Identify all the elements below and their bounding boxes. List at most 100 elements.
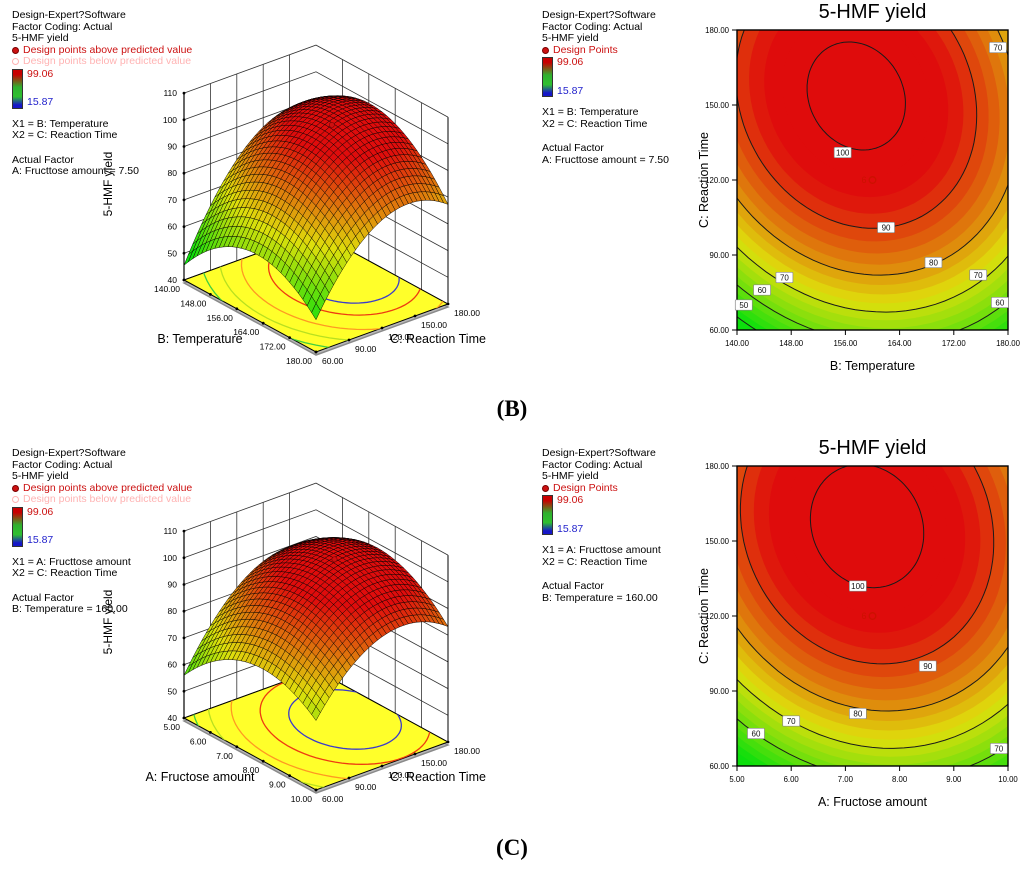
plot-title: 5-HMF yield xyxy=(819,437,927,459)
x-tick-label: 172.00 xyxy=(942,339,967,348)
legend-actual-factor-line: Actual Factor xyxy=(542,142,604,154)
legend-point-marker-row: Design Points xyxy=(542,482,661,495)
z-tick-label: 110 xyxy=(163,526,177,536)
y-tick-label: 60.00 xyxy=(709,762,729,771)
x-tick-label: 156.00 xyxy=(207,313,233,323)
design-point-count: 6 xyxy=(861,611,866,621)
y-axis-title: C: Reaction Time xyxy=(390,332,486,346)
x-axis-title: B: Temperature xyxy=(157,332,242,346)
x-tick-label: 8.00 xyxy=(892,775,908,784)
y-tick-label: 180.00 xyxy=(705,462,730,471)
legend-factor-line: X1 = B: Temperature xyxy=(12,117,109,130)
contour-plot-fructose-time: 5.00 6.00 7.00 8.00 9.00 10.00 60.00 90.00 120.0… xyxy=(695,436,1024,836)
y-tick-label: 120.00 xyxy=(705,612,730,621)
contour-label-chip xyxy=(969,269,988,281)
legend-factor-line: X2 = C: Reaction Time xyxy=(12,567,118,579)
legend-contour-temperature: Design-Expert?Software Factor Coding: Act… xyxy=(542,9,669,166)
contour-label-value: 50 xyxy=(739,301,748,310)
y-tick-label: 60.00 xyxy=(322,794,344,804)
legend-header-line: Factor Coding: Actual xyxy=(12,458,113,471)
legend-point-marker-row: Design points above predicted value xyxy=(12,482,192,495)
design-point-icon xyxy=(542,484,549,492)
z-tick-label: 90 xyxy=(168,580,178,590)
contour-label-value: 100 xyxy=(851,582,865,591)
colorbar-min-value: 15.87 xyxy=(27,96,54,108)
legend-header-line: 5-HMF yield xyxy=(12,32,69,44)
z-tick-label: 90 xyxy=(168,142,178,152)
legend-factor-line: X2 = C: Reaction Time xyxy=(542,117,648,130)
design-point-marker xyxy=(868,612,877,620)
colorbar-min-value: 15.87 xyxy=(557,84,584,97)
colorbar-gradient xyxy=(542,495,553,535)
contour-label-chip xyxy=(753,284,771,296)
z-tick-label: 100 xyxy=(163,115,177,125)
contour-label-value: 80 xyxy=(929,258,938,267)
x-tick-label: 10.00 xyxy=(998,775,1018,784)
x-tick-label: 9.00 xyxy=(946,775,962,784)
colorbar-max-value: 99.06 xyxy=(557,494,584,506)
contour-label-chip xyxy=(988,41,1007,54)
legend-point-marker-row: Design Points xyxy=(542,44,669,57)
x-tick-label: 156.00 xyxy=(833,339,858,348)
colorbar-max-value: 99.06 xyxy=(27,67,54,80)
x-tick-label: 140.00 xyxy=(725,339,750,348)
legend-point-marker-label: Design points above predicted value xyxy=(23,43,193,56)
contour-label-value: 70 xyxy=(974,271,983,280)
legend-factor-line: X1 = A: Fructtose amount xyxy=(12,555,131,568)
contour-label-chip xyxy=(918,660,937,672)
legend-header-line: Factor Coding: Actual xyxy=(542,458,643,471)
contour-label-chip xyxy=(877,221,895,234)
x-axis-title: B: Temperature xyxy=(830,359,915,373)
colorbar-row: 99.06 15.87 xyxy=(542,56,669,97)
y-tick-label: 120.00 xyxy=(705,176,730,185)
z-tick-label: 80 xyxy=(168,606,178,616)
legend-surface-fructose: Design-Expert?Software Factor Coding: Act… xyxy=(12,447,192,616)
x-tick-label: 148.00 xyxy=(779,339,804,348)
colorbar-min-value: 15.87 xyxy=(557,522,584,535)
legend-header-line: Factor Coding: Actual xyxy=(12,20,113,33)
x-tick-label: 164.00 xyxy=(888,339,913,348)
contour-label-value: 60 xyxy=(752,729,761,738)
z-tick-label: 60 xyxy=(168,222,178,232)
y-tick-label: 150.00 xyxy=(705,537,730,546)
colorbar-values: 99.06 15.87 xyxy=(557,56,584,97)
x-tick-label: 140.00 xyxy=(154,284,180,294)
contour-label-chip xyxy=(991,296,1009,309)
colorbar-values: 99.06 15.87 xyxy=(557,494,584,535)
legend-header-line: Design-Expert?Software xyxy=(542,447,656,459)
contour-label-value: 60 xyxy=(758,286,767,295)
z-axis-title: 5-HMF yield xyxy=(101,590,115,655)
x-tick-label: 148.00 xyxy=(180,298,206,308)
legend-header-line: Design-Expert?Software xyxy=(542,9,656,21)
z-tick-label: 70 xyxy=(168,195,178,205)
y-tick-label: 150.00 xyxy=(421,320,447,330)
contour-label-chip xyxy=(747,727,765,740)
legend-header-line: 5-HMF yield xyxy=(542,32,599,44)
surface-plot-temperature-time: 40 50 60 70 80 90 100 110 140.00 148.00 156.00 164.… xyxy=(50,36,520,396)
legend-header-line: 5-HMF yield xyxy=(12,470,69,482)
contour-label-value: 70 xyxy=(787,717,796,726)
design-point-count: 6 xyxy=(861,175,866,185)
y-tick-label: 90.00 xyxy=(709,687,729,696)
contour-plot-temperature-time: 140.00 148.00 156.00 164.00 172.00 180.00 60.0… xyxy=(695,0,1024,400)
y-axis-title: C: Reaction Time xyxy=(697,568,711,664)
contour-label-value: 60 xyxy=(995,298,1004,307)
contour-label-value: 90 xyxy=(923,662,932,671)
legend-actual-factor-line: Actual Factor xyxy=(12,153,74,166)
legend-header-line: 5-HMF yield xyxy=(542,470,599,482)
y-axis-title: C: Reaction Time xyxy=(697,132,711,228)
contour-label-chip xyxy=(849,707,867,720)
z-axis-title: 5-HMF yield xyxy=(101,152,115,217)
legend-point-marker-row: Design points above predicted value xyxy=(12,43,193,57)
colorbar-values: 99.06 15.87 xyxy=(27,506,53,547)
contour-label-chip xyxy=(833,146,852,159)
y-tick-label: 120.00 xyxy=(388,332,414,342)
x-tick-label: 10.00 xyxy=(291,794,313,804)
x-tick-label: 6.00 xyxy=(784,775,800,784)
y-tick-label: 90.00 xyxy=(709,251,729,260)
legend-factor-line: X1 = B: Temperature xyxy=(542,106,639,118)
panel-contour-fructose: Design-Expert?Software Factor Coding: Act… xyxy=(530,436,1024,838)
contour-label-value: 90 xyxy=(882,223,891,232)
design-point-icon xyxy=(12,496,19,504)
legend-contour-fructose: Design-Expert?Software Factor Coding: Act… xyxy=(542,447,661,604)
